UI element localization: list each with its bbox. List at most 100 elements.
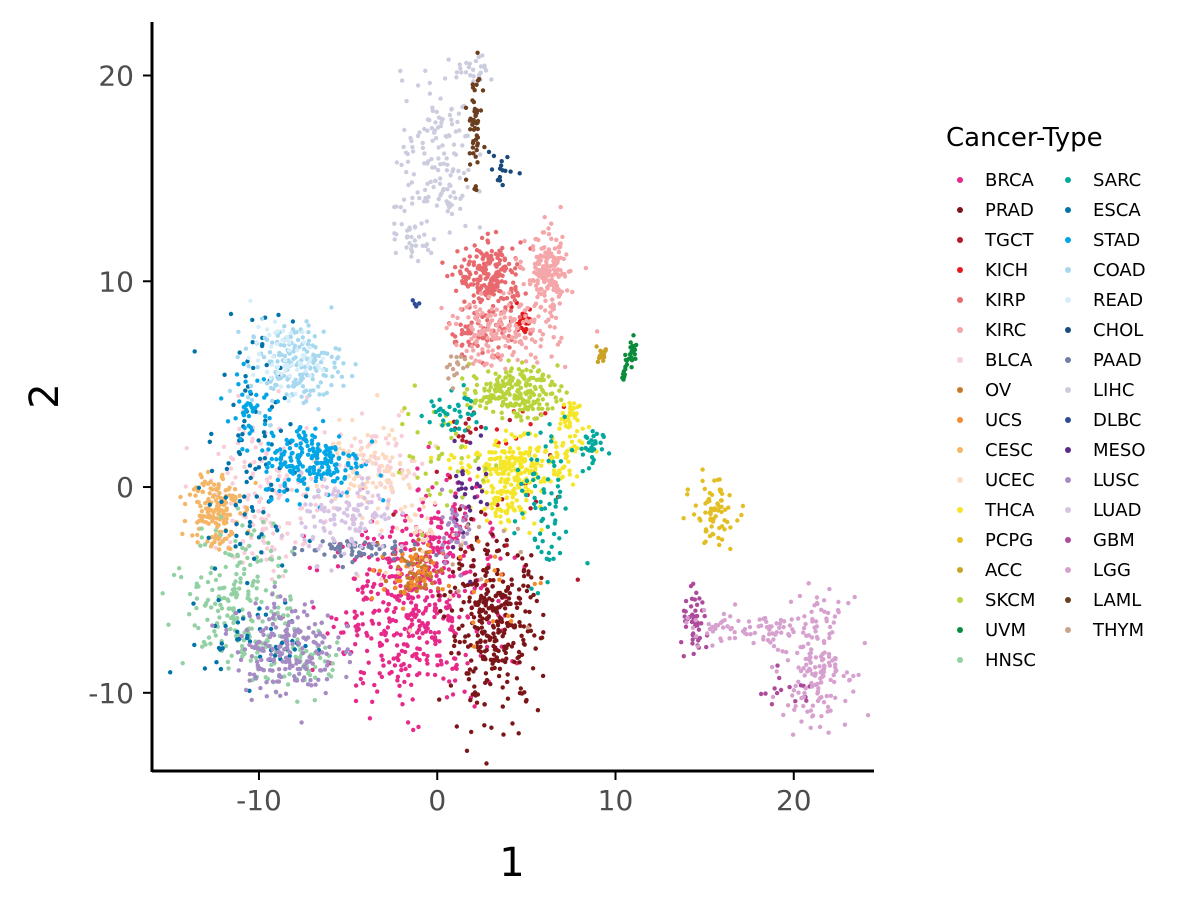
data-point bbox=[586, 466, 592, 471]
data-point bbox=[690, 625, 696, 630]
data-point bbox=[472, 109, 477, 114]
data-point bbox=[517, 620, 522, 625]
data-point bbox=[208, 570, 213, 576]
data-point bbox=[452, 631, 457, 636]
data-point bbox=[482, 386, 487, 391]
data-point bbox=[349, 443, 354, 449]
data-point bbox=[548, 383, 553, 388]
data-point bbox=[332, 462, 338, 468]
data-point bbox=[257, 456, 263, 461]
data-point bbox=[190, 533, 195, 538]
data-point bbox=[515, 262, 520, 267]
data-point bbox=[224, 466, 230, 472]
data-point bbox=[681, 654, 686, 659]
data-point bbox=[512, 461, 517, 466]
data-point bbox=[474, 147, 479, 153]
data-point bbox=[551, 531, 557, 537]
data-point bbox=[365, 433, 370, 438]
data-point bbox=[569, 448, 575, 453]
data-point bbox=[469, 355, 474, 360]
data-point bbox=[395, 674, 401, 679]
data-point bbox=[416, 537, 421, 542]
data-point bbox=[483, 610, 488, 615]
data-point bbox=[498, 311, 504, 317]
data-point bbox=[541, 230, 547, 235]
data-point bbox=[321, 372, 326, 378]
data-point bbox=[482, 507, 487, 512]
data-point bbox=[417, 635, 422, 640]
data-point bbox=[352, 609, 357, 614]
data-point bbox=[416, 234, 422, 239]
data-point bbox=[493, 463, 499, 468]
data-point bbox=[353, 461, 358, 466]
data-point bbox=[803, 656, 808, 662]
data-point bbox=[498, 556, 503, 561]
data-point bbox=[283, 554, 289, 559]
data-point bbox=[495, 352, 501, 357]
data-point bbox=[514, 605, 520, 610]
data-point bbox=[412, 458, 417, 464]
data-point bbox=[267, 668, 273, 673]
data-point bbox=[409, 234, 414, 240]
data-point bbox=[397, 460, 403, 466]
data-point bbox=[505, 338, 511, 344]
data-point bbox=[271, 354, 276, 359]
data-point bbox=[278, 428, 284, 433]
data-point bbox=[483, 466, 488, 471]
data-point bbox=[425, 622, 430, 627]
data-point bbox=[564, 390, 569, 395]
data-point bbox=[486, 261, 492, 266]
data-point bbox=[182, 518, 188, 524]
data-point bbox=[263, 588, 269, 593]
data-point bbox=[436, 630, 441, 635]
data-point bbox=[481, 478, 486, 483]
data-point bbox=[453, 321, 459, 327]
data-point bbox=[429, 399, 434, 404]
data-point bbox=[330, 374, 335, 379]
data-point bbox=[371, 610, 376, 615]
data-point bbox=[399, 663, 404, 668]
data-point bbox=[801, 630, 806, 635]
data-point bbox=[260, 526, 265, 532]
data-point bbox=[354, 471, 360, 476]
data-point bbox=[210, 587, 215, 593]
data-point bbox=[493, 593, 498, 599]
data-point bbox=[532, 483, 538, 489]
data-point bbox=[259, 316, 265, 321]
data-point bbox=[396, 564, 401, 570]
data-point bbox=[177, 566, 182, 571]
data-point bbox=[298, 372, 303, 377]
data-point bbox=[392, 221, 397, 226]
data-point bbox=[432, 602, 438, 607]
data-point bbox=[556, 287, 562, 293]
data-point bbox=[570, 289, 575, 295]
data-point bbox=[264, 694, 269, 699]
data-point bbox=[288, 594, 293, 599]
data-point bbox=[329, 456, 334, 462]
data-point bbox=[372, 454, 377, 459]
data-point bbox=[322, 508, 327, 514]
data-point bbox=[488, 635, 493, 641]
data-point bbox=[275, 399, 280, 404]
data-point bbox=[497, 258, 503, 263]
data-point bbox=[228, 466, 234, 471]
data-point bbox=[299, 394, 304, 399]
data-point bbox=[394, 204, 399, 209]
data-point bbox=[276, 312, 281, 318]
data-point bbox=[192, 642, 197, 648]
data-point bbox=[350, 559, 355, 565]
data-point bbox=[353, 474, 359, 479]
data-point bbox=[539, 549, 544, 555]
data-point bbox=[470, 692, 475, 697]
y-tick-label: 0 bbox=[116, 471, 134, 504]
data-point bbox=[405, 159, 411, 164]
data-point bbox=[537, 531, 543, 536]
data-point bbox=[384, 478, 389, 483]
data-point bbox=[354, 613, 359, 618]
data-point bbox=[485, 253, 490, 258]
y-tick-label: 20 bbox=[98, 60, 134, 93]
data-point bbox=[466, 463, 471, 468]
data-point bbox=[171, 572, 177, 578]
data-point bbox=[309, 476, 314, 481]
data-point bbox=[451, 167, 456, 172]
